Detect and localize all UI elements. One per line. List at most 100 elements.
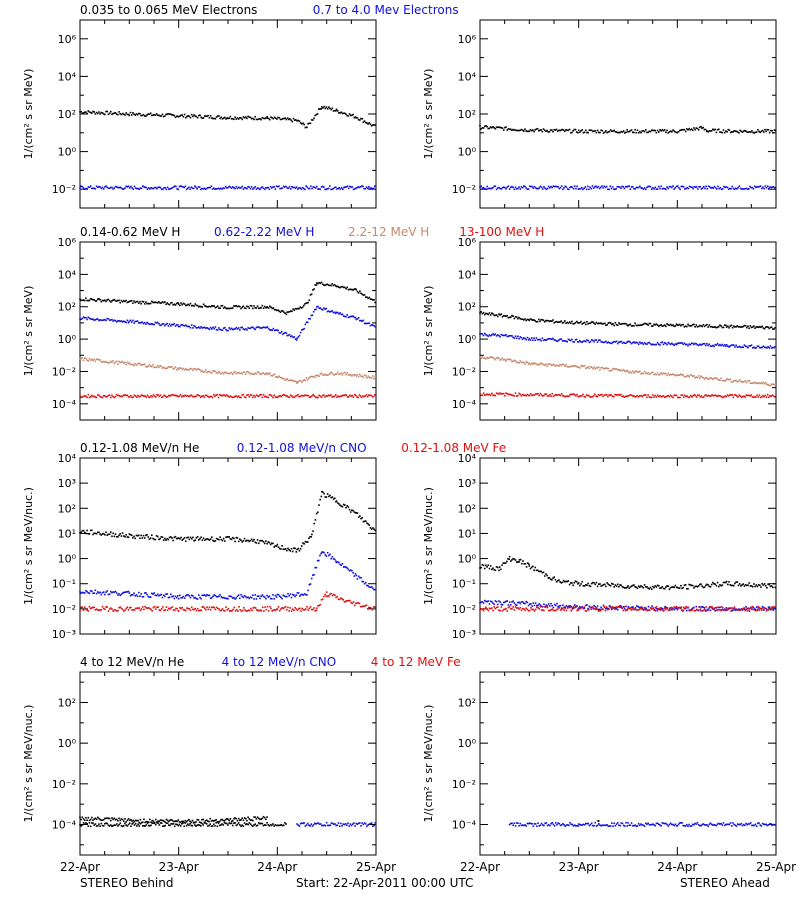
data-point — [587, 339, 589, 342]
data-point — [660, 607, 663, 610]
data-point — [720, 131, 722, 134]
data-point — [746, 610, 749, 612]
data-point — [248, 609, 251, 612]
data-point — [229, 307, 232, 310]
data-point — [633, 372, 635, 374]
data-point — [520, 318, 523, 321]
data-point — [639, 130, 641, 133]
data-point — [694, 326, 696, 328]
data-point — [538, 318, 540, 321]
data-point — [486, 185, 488, 188]
data-point — [350, 395, 352, 397]
data-point — [501, 186, 504, 189]
data-point — [260, 306, 262, 309]
data-point — [205, 608, 207, 611]
data-point — [559, 581, 561, 583]
data-point — [128, 592, 131, 594]
data-point — [518, 392, 520, 395]
data-point — [483, 332, 486, 335]
data-point — [606, 367, 608, 370]
data-point — [136, 396, 138, 399]
data-point — [166, 609, 169, 612]
data-point — [301, 593, 303, 596]
data-point — [755, 606, 758, 608]
data-point — [197, 114, 200, 117]
data-point — [280, 395, 283, 398]
data-point — [273, 329, 276, 332]
data-point — [88, 111, 91, 113]
data-point — [647, 185, 649, 188]
data-point — [252, 326, 254, 329]
data-point — [571, 608, 574, 611]
data-point — [502, 314, 505, 317]
data-point — [683, 342, 686, 345]
data-point — [487, 609, 490, 612]
data-point — [573, 365, 576, 368]
data-point — [368, 524, 371, 526]
data-point — [686, 375, 688, 377]
data-point — [95, 318, 98, 320]
data-point — [346, 396, 349, 398]
data-point — [253, 394, 255, 397]
data-point — [360, 185, 363, 187]
data-point — [119, 606, 122, 608]
data-point — [482, 357, 485, 360]
data-point — [515, 604, 518, 607]
data-point — [686, 128, 688, 130]
data-point — [721, 326, 724, 329]
data-point — [754, 347, 756, 349]
data-point — [346, 599, 349, 602]
y-tick-label: 10⁴ — [458, 452, 477, 465]
data-point — [673, 394, 675, 397]
data-point — [288, 610, 290, 612]
data-point — [657, 585, 660, 587]
data-point — [82, 529, 85, 532]
data-point — [118, 817, 120, 820]
data-point — [539, 320, 541, 323]
data-point — [160, 593, 163, 596]
data-point — [234, 328, 236, 330]
data-point — [575, 605, 577, 608]
data-point — [562, 188, 564, 191]
data-point — [267, 307, 270, 309]
data-point — [774, 129, 777, 132]
data-point — [670, 608, 672, 611]
data-point — [234, 187, 236, 190]
data-point — [482, 127, 485, 129]
data-point — [366, 395, 369, 398]
data-point — [707, 185, 710, 188]
data-point — [525, 600, 527, 603]
data-point — [279, 118, 282, 121]
data-point — [635, 370, 638, 372]
data-point — [100, 187, 103, 190]
data-point — [646, 131, 648, 134]
data-point — [732, 325, 735, 327]
data-point — [164, 595, 166, 598]
data-point — [505, 600, 507, 603]
data-point — [183, 597, 186, 599]
data-point — [210, 395, 213, 398]
data-point — [166, 537, 169, 540]
data-point — [479, 567, 481, 569]
data-point — [331, 496, 334, 498]
data-point — [361, 117, 363, 120]
data-point — [171, 187, 174, 189]
y-tick-label: 10⁻² — [452, 603, 476, 616]
data-point — [689, 584, 692, 586]
data-point — [174, 325, 177, 327]
data-point — [185, 395, 188, 397]
data-point — [616, 583, 619, 586]
data-point — [597, 366, 600, 369]
data-point — [609, 606, 612, 609]
data-point — [266, 605, 269, 608]
data-point — [246, 187, 248, 190]
data-point — [219, 117, 221, 120]
data-point — [140, 321, 142, 324]
data-point — [483, 125, 486, 128]
data-point — [280, 118, 283, 121]
data-point — [707, 584, 709, 586]
data-point — [496, 126, 499, 129]
data-point — [146, 366, 148, 368]
data-point — [271, 395, 273, 397]
data-point — [159, 115, 161, 117]
